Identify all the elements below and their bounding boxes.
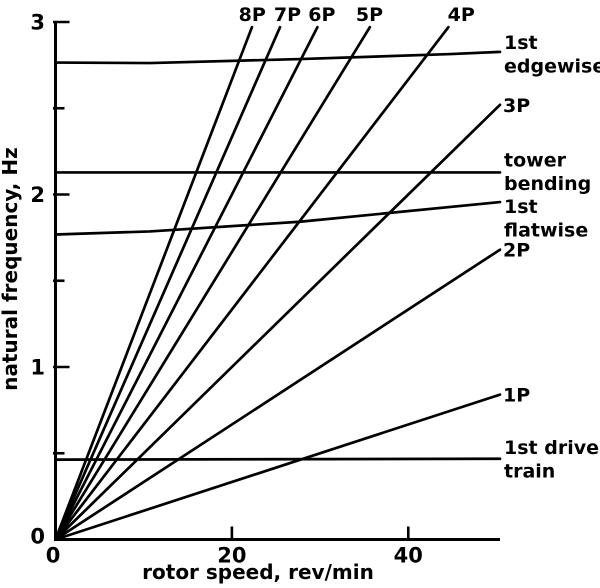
harmonic-line-1P bbox=[54, 393, 502, 541]
harmonic-line-7P bbox=[54, 25, 282, 541]
mode-label-1st-edgewise-1: edgewise bbox=[504, 55, 600, 77]
mode-line-1st-edgewise bbox=[54, 50, 502, 65]
mode-label-1st-drive-train-1: train bbox=[504, 460, 555, 482]
harmonic-line-2P bbox=[54, 248, 502, 541]
mode-line-1st-flatwise bbox=[54, 200, 502, 236]
harmonic-label-6P: 6P bbox=[308, 4, 335, 26]
harmonic-line-4P bbox=[54, 25, 450, 541]
y-axis-title: natural frequency, Hz bbox=[0, 147, 22, 390]
x-tick-label: 40 bbox=[394, 544, 423, 568]
x-tick-label: 20 bbox=[217, 544, 246, 568]
x-tick-label: 0 bbox=[46, 544, 61, 568]
harmonic-label-5P: 5P bbox=[356, 4, 383, 26]
harmonic-line-5P bbox=[54, 25, 372, 541]
harmonic-line-6P bbox=[54, 25, 319, 541]
mode-label-1st-flatwise-1: flatwise bbox=[504, 220, 588, 242]
harmonic-line-8P bbox=[54, 25, 254, 541]
harmonic-label-3P: 3P bbox=[503, 95, 530, 117]
y-tick-label: 3 bbox=[30, 11, 45, 35]
harmonic-label-7P: 7P bbox=[274, 4, 301, 26]
harmonic-label-2P: 2P bbox=[503, 240, 530, 262]
harmonic-label-8P: 8P bbox=[239, 4, 266, 26]
mode-line-1st-drive-train bbox=[54, 457, 502, 461]
mode-label-tower-bending-1: bending bbox=[504, 173, 591, 195]
harmonic-label-1P: 1P bbox=[503, 385, 530, 407]
mode-label-tower-bending-0: tower bbox=[504, 149, 567, 171]
y-tick-label: 2 bbox=[30, 183, 45, 207]
harmonic-line-3P bbox=[54, 103, 502, 541]
mode-label-1st-drive-train-0: 1st drive bbox=[504, 437, 599, 459]
mode-label-1st-edgewise-0: 1st bbox=[504, 32, 538, 54]
harmonic-label-4P: 4P bbox=[448, 4, 475, 26]
mode-label-1st-flatwise-0: 1st bbox=[504, 196, 538, 218]
axes-frame bbox=[54, 22, 500, 541]
y-tick-label: 0 bbox=[30, 525, 45, 549]
x-axis-title: rotor speed, rev/min bbox=[142, 560, 374, 584]
y-tick-label: 1 bbox=[30, 356, 45, 380]
